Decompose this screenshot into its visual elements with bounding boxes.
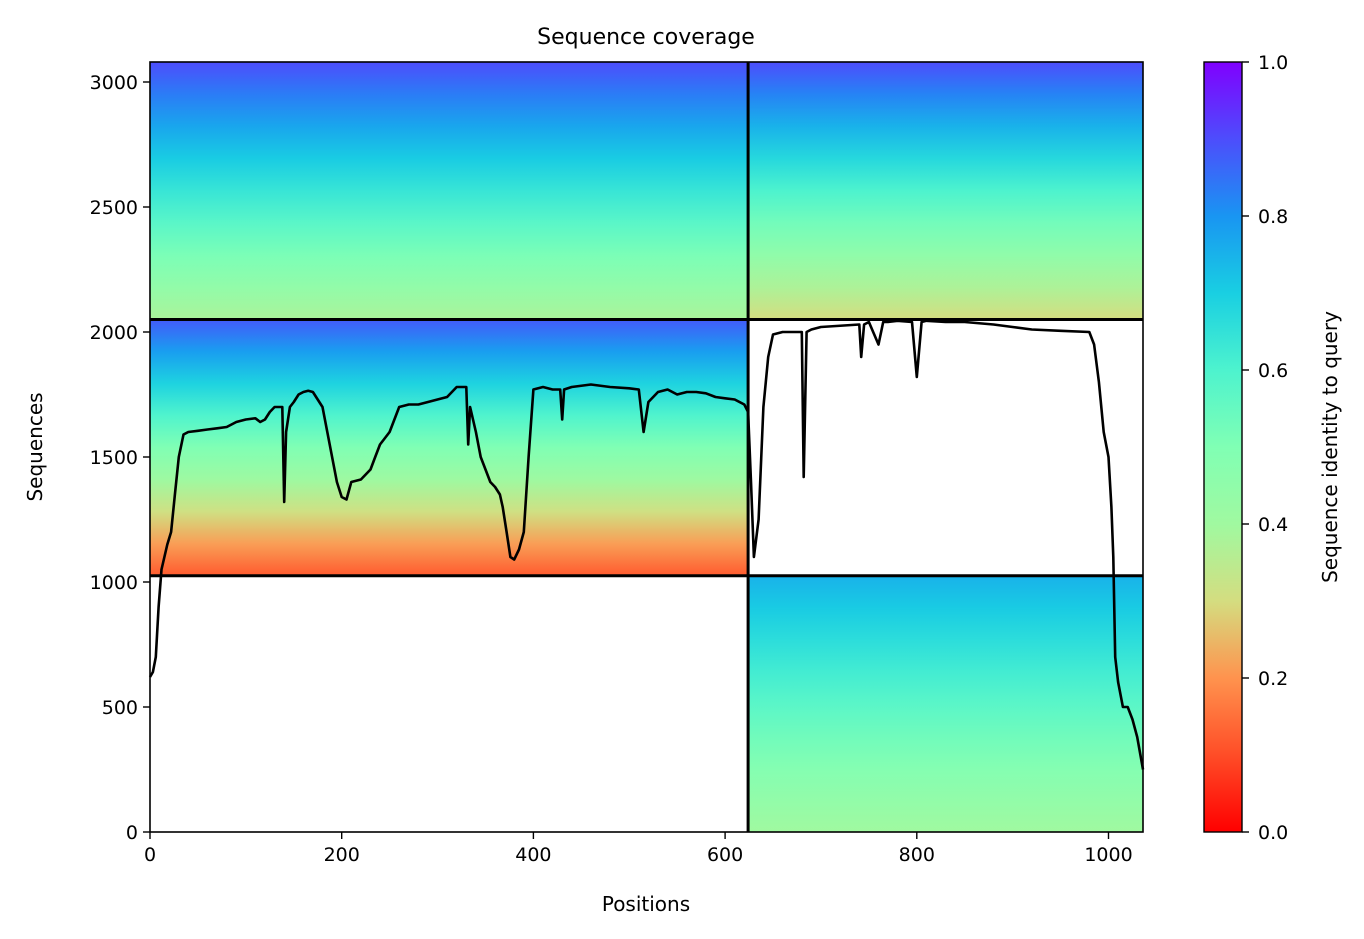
colorbar-tick-label: 0.6 xyxy=(1258,360,1288,382)
y-tick-label: 1000 xyxy=(90,572,138,594)
colorbar-label: Sequence identity to query xyxy=(1318,311,1342,583)
colorbar: 0.0 0.2 0.4 0.6 0.8 1.0 Sequence identity to … xyxy=(1203,52,1342,844)
x-tick-label: 200 xyxy=(324,844,360,866)
x-tick-label: 1000 xyxy=(1084,844,1132,866)
colorbar-tick-label: 0.0 xyxy=(1258,822,1288,844)
plot-frame xyxy=(149,61,1144,833)
y-tick-label: 1500 xyxy=(90,447,138,469)
coverage-blocks xyxy=(150,62,1143,832)
colorbar-tick-label: 1.0 xyxy=(1258,52,1288,74)
colorbar-tick-label: 0.8 xyxy=(1258,206,1288,228)
colorbar-ticks: 0.0 0.2 0.4 0.6 0.8 1.0 xyxy=(1242,52,1288,844)
x-axis: 0 200 400 600 800 1000 xyxy=(144,832,1133,866)
y-tick-label: 0 xyxy=(126,822,138,844)
x-axis-label: Positions xyxy=(602,892,690,916)
x-tick-label: 600 xyxy=(707,844,743,866)
x-tick-label: 800 xyxy=(899,844,935,866)
plot-area xyxy=(148,61,1145,833)
chart-title: Sequence coverage xyxy=(537,25,755,50)
x-tick-label: 0 xyxy=(144,844,156,866)
y-tick-label: 3000 xyxy=(90,72,138,94)
y-tick-label: 2000 xyxy=(90,322,138,344)
block-dividers xyxy=(150,62,1143,832)
y-tick-label: 2500 xyxy=(90,197,138,219)
coverage-line xyxy=(148,319,1145,770)
colorbar-tick-label: 0.4 xyxy=(1258,514,1288,536)
colorbar-gradient xyxy=(1203,61,1243,833)
coverage-block-chain-B-paired xyxy=(748,62,1143,320)
coverage-block-chain-A-unpaired xyxy=(150,319,749,576)
y-tick-label: 500 xyxy=(102,697,138,719)
y-axis-label: Sequences xyxy=(23,392,47,501)
colorbar-tick-label: 0.2 xyxy=(1258,668,1288,690)
coverage-block-chain-B-unpaired xyxy=(748,575,1143,832)
coverage-block-chain-A-paired xyxy=(150,62,749,320)
x-tick-label: 400 xyxy=(515,844,551,866)
y-axis: 0 500 1000 1500 2000 2500 3000 xyxy=(90,72,150,844)
